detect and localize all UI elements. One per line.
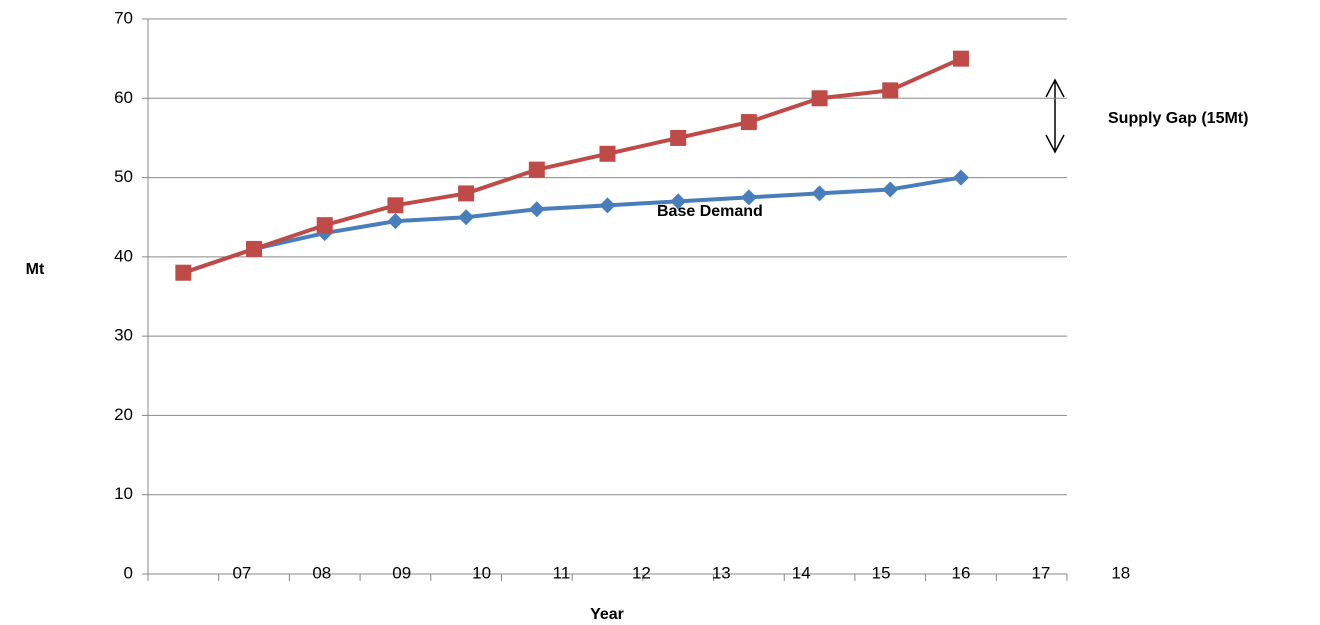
x-tick-label: 14 [792,563,811,582]
x-tick-label: 17 [1031,563,1050,582]
x-tick-label: 10 [472,563,491,582]
y-tick-label: 30 [114,326,133,345]
x-tick-label: 16 [952,563,971,582]
x-tick-label: 12 [632,563,651,582]
x-tick-label: 08 [312,563,331,582]
point [670,193,687,210]
y-axis-label: Mt [26,261,45,278]
y-tick-label: 40 [114,246,133,265]
point [811,185,828,202]
x-axis-label: Year [590,606,624,623]
y-tick-label: 50 [114,167,133,186]
annotation: Supply Gap (15Mt) [1108,110,1248,127]
x-tick-label: 11 [553,563,571,582]
point [175,264,192,281]
point [316,217,333,234]
point [458,185,475,202]
y-tick-label: 0 [124,563,133,582]
point [952,169,969,186]
point [387,213,404,230]
x-tick-label: 09 [392,563,411,582]
point [528,161,545,178]
point [528,201,545,218]
x-tick-label: 07 [232,563,251,582]
point [952,50,969,67]
point [599,145,616,162]
x-tick-label: 15 [872,563,891,582]
point [740,114,757,131]
gap-arrow [1045,78,1065,154]
point [387,197,404,214]
series-line [182,175,962,275]
y-tick-label: 60 [114,88,133,107]
series-label: Base Demand [657,203,763,220]
y-tick-label: 70 [114,8,133,27]
x-tick-label: 18 [1111,563,1130,582]
point [811,90,828,107]
y-tick-label: 20 [114,405,133,424]
point [458,209,475,226]
series-line [182,56,962,275]
point [670,129,687,146]
point [599,197,616,214]
point [246,240,263,257]
point [882,82,899,99]
point [740,189,757,206]
point [882,181,899,198]
y-tick-label: 10 [114,484,133,503]
x-tick-label: 13 [712,563,731,582]
